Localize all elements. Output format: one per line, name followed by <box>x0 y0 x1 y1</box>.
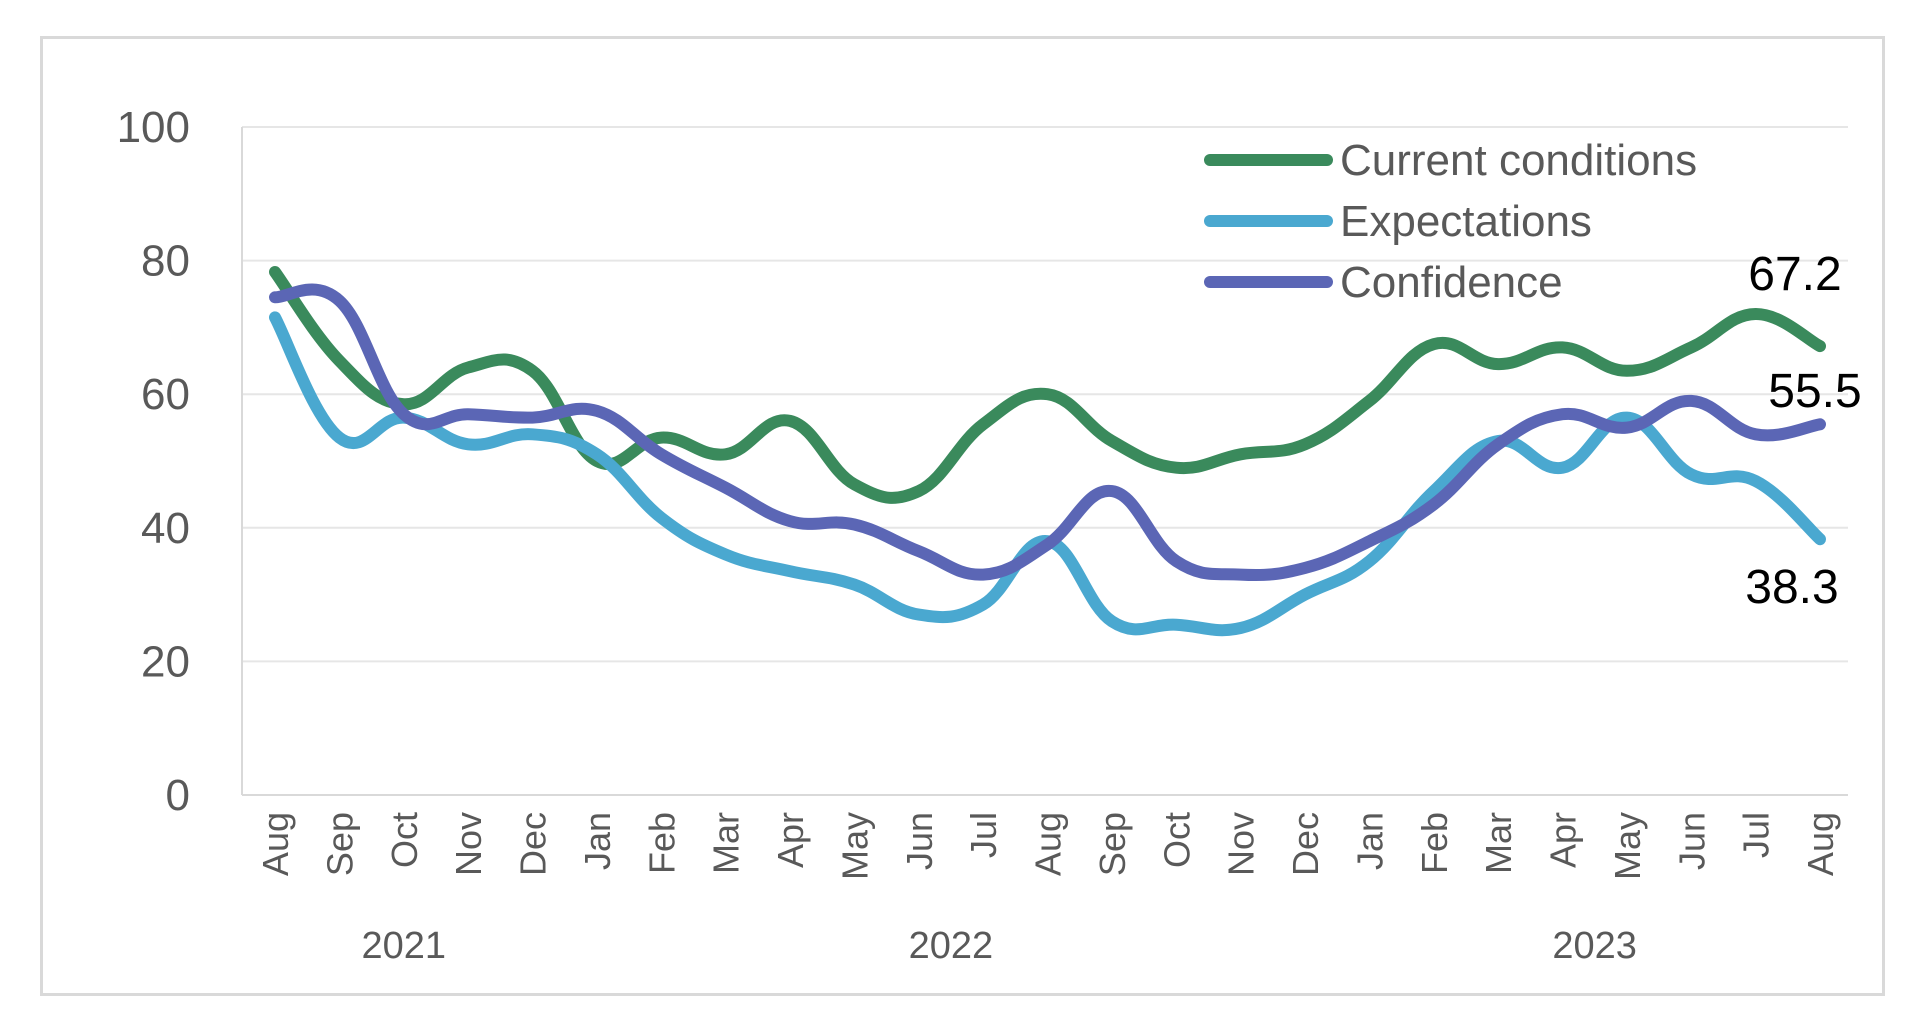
chart-frame <box>40 36 1885 996</box>
x-tick-label: Oct <box>1156 812 1197 868</box>
end-value-label: 67.2 <box>1748 248 1841 301</box>
x-tick-label: Mar <box>706 812 747 874</box>
legend: Current conditions Expectations Confidence <box>1204 136 1697 307</box>
x-tick-label: Mar <box>1478 812 1519 874</box>
end-value-label: 38.3 <box>1745 561 1838 614</box>
x-tick-label: Jul <box>963 812 1004 858</box>
legend-label: Current conditions <box>1340 136 1697 185</box>
year-label: 2023 <box>1552 925 1637 967</box>
series-lines <box>269 266 1826 637</box>
x-tick-label: Apr <box>770 812 811 868</box>
x-tick-label: Oct <box>384 812 425 868</box>
x-tick-label: Aug <box>1028 812 1069 876</box>
x-tick-label: Jan <box>1349 812 1390 870</box>
x-tick-label: Jan <box>577 812 618 870</box>
year-label: 2022 <box>909 925 994 967</box>
legend-label: Confidence <box>1340 258 1563 307</box>
end-labels: 67.2 55.5 38.3 <box>1745 248 1861 614</box>
x-tick-label: Dec <box>513 812 554 876</box>
y-tick-label: 80 <box>141 237 190 286</box>
x-tick-label: May <box>1607 812 1648 880</box>
axes <box>241 127 1848 796</box>
series-line-0 <box>269 266 1826 504</box>
x-tick-label: Sep <box>319 812 360 876</box>
x-tick-label: Dec <box>1285 812 1326 876</box>
x-tick-label: Nov <box>1221 812 1262 876</box>
year-labels: 2021 2022 2023 <box>361 925 1636 967</box>
y-axis-ticks: 0 20 40 60 80 100 <box>117 103 190 820</box>
x-tick-label: Sep <box>1092 812 1133 876</box>
x-tick-label: Jun <box>899 812 940 870</box>
x-tick-label: Aug <box>1800 812 1841 876</box>
end-value-label: 55.5 <box>1768 365 1861 418</box>
y-tick-label: 40 <box>141 504 190 553</box>
y-tick-label: 100 <box>117 103 190 152</box>
legend-label: Expectations <box>1340 197 1592 246</box>
x-tick-label: May <box>834 812 875 880</box>
x-tick-label: Aug <box>255 812 296 876</box>
x-tick-label: Nov <box>448 812 489 876</box>
series-line-2 <box>269 283 1826 582</box>
y-tick-label: 60 <box>141 370 190 419</box>
gridlines <box>242 126 1848 663</box>
x-tick-label: Jul <box>1736 812 1777 858</box>
y-tick-label: 0 <box>166 771 190 820</box>
x-tick-label: Apr <box>1543 812 1584 868</box>
x-tick-label: Feb <box>1414 812 1455 874</box>
x-tick-label: Feb <box>641 812 682 874</box>
y-tick-label: 20 <box>141 637 190 686</box>
x-axis-ticks: Aug Sep Oct Nov Dec Jan Feb Mar Apr May Jun Jul Aug S… <box>255 812 1841 880</box>
year-label: 2021 <box>361 925 446 967</box>
x-tick-label: Jun <box>1671 812 1712 870</box>
